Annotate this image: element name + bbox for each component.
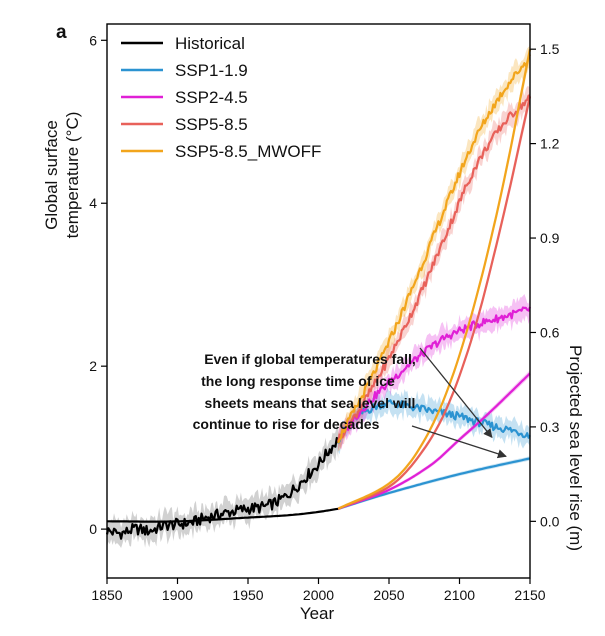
x-tick-label: 2050 bbox=[373, 587, 404, 603]
temperature-line-ssp5-8-5 bbox=[337, 94, 531, 443]
temperature-line-ssp2-4-5 bbox=[337, 306, 532, 442]
temperature-band-historical bbox=[107, 425, 339, 548]
right-axis-title: Projected sea level rise (m) bbox=[566, 345, 585, 551]
right-tick-label: 1.2 bbox=[540, 136, 560, 152]
sea-level-line-historical bbox=[107, 507, 339, 523]
temperature-band-ssp5-8-5-mwoff bbox=[338, 46, 530, 452]
temperature-line-ssp5-8-5-mwoff bbox=[337, 53, 532, 444]
legend: Historical SSP1-1.9 SSP2-4.5 SSP5-8.5 SSP5-8… bbox=[121, 34, 321, 161]
annotation-line-1: Even if global temperatures fall, bbox=[204, 351, 416, 367]
left-tick-label: 2 bbox=[89, 358, 97, 374]
left-tick-label: 0 bbox=[89, 521, 97, 537]
annotation: Even if global temperatures fall, the lo… bbox=[193, 351, 416, 432]
legend-label: SSP2-4.5 bbox=[175, 88, 248, 107]
temperature-line-ssp1-1-9 bbox=[337, 399, 531, 444]
plot-area bbox=[105, 41, 532, 548]
arrow-to-temperature bbox=[419, 347, 493, 439]
annotation-line-2: the long response time of ice bbox=[201, 373, 395, 389]
left-tick-label: 4 bbox=[89, 195, 97, 211]
annotation-arrows bbox=[411, 347, 507, 459]
right-tick-label: 0.9 bbox=[540, 230, 560, 246]
legend-label: SSP5-8.5 bbox=[175, 115, 248, 134]
sea-level-line-ssp5-8-5-mwoff bbox=[337, 48, 532, 510]
legend-label: SSP5-8.5_MWOFF bbox=[175, 142, 321, 161]
right-tick-label: 0.0 bbox=[540, 513, 560, 529]
x-tick-label: 2100 bbox=[444, 587, 475, 603]
x-tick-label: 2000 bbox=[303, 587, 334, 603]
x-tick-label: 1950 bbox=[232, 587, 263, 603]
sea-level-line-ssp2-4-5 bbox=[337, 372, 531, 510]
x-axis-title: Year bbox=[300, 604, 335, 623]
left-tick-label: 6 bbox=[89, 32, 97, 48]
arrow-to-sea-level bbox=[411, 425, 507, 459]
right-tick-label: 0.3 bbox=[540, 419, 560, 435]
right-tick-label: 0.6 bbox=[540, 324, 560, 340]
temperature-band-ssp2-4-5 bbox=[338, 294, 530, 451]
legend-label: SSP1-1.9 bbox=[175, 61, 248, 80]
x-tick-label: 2150 bbox=[514, 587, 545, 603]
axis-ticks: 1850 1900 1950 2000 2050 2100 2150 0 2 4 6 0.0 0.3 0.… bbox=[89, 32, 559, 603]
left-axis-title-line-1: Global surface bbox=[42, 120, 61, 230]
panel-label: a bbox=[56, 22, 67, 43]
annotation-line-4: continue to rise for decades bbox=[193, 416, 380, 432]
x-tick-label: 1850 bbox=[91, 587, 122, 603]
temperature-line-historical bbox=[105, 436, 340, 540]
annotation-line-3: sheets means that sea level will bbox=[205, 395, 416, 411]
x-tick-label: 1900 bbox=[162, 587, 193, 603]
right-tick-label: 1.5 bbox=[540, 41, 560, 57]
legend-label: Historical bbox=[175, 34, 245, 53]
left-axis-title-line-2: temperature (°C) bbox=[63, 112, 82, 239]
